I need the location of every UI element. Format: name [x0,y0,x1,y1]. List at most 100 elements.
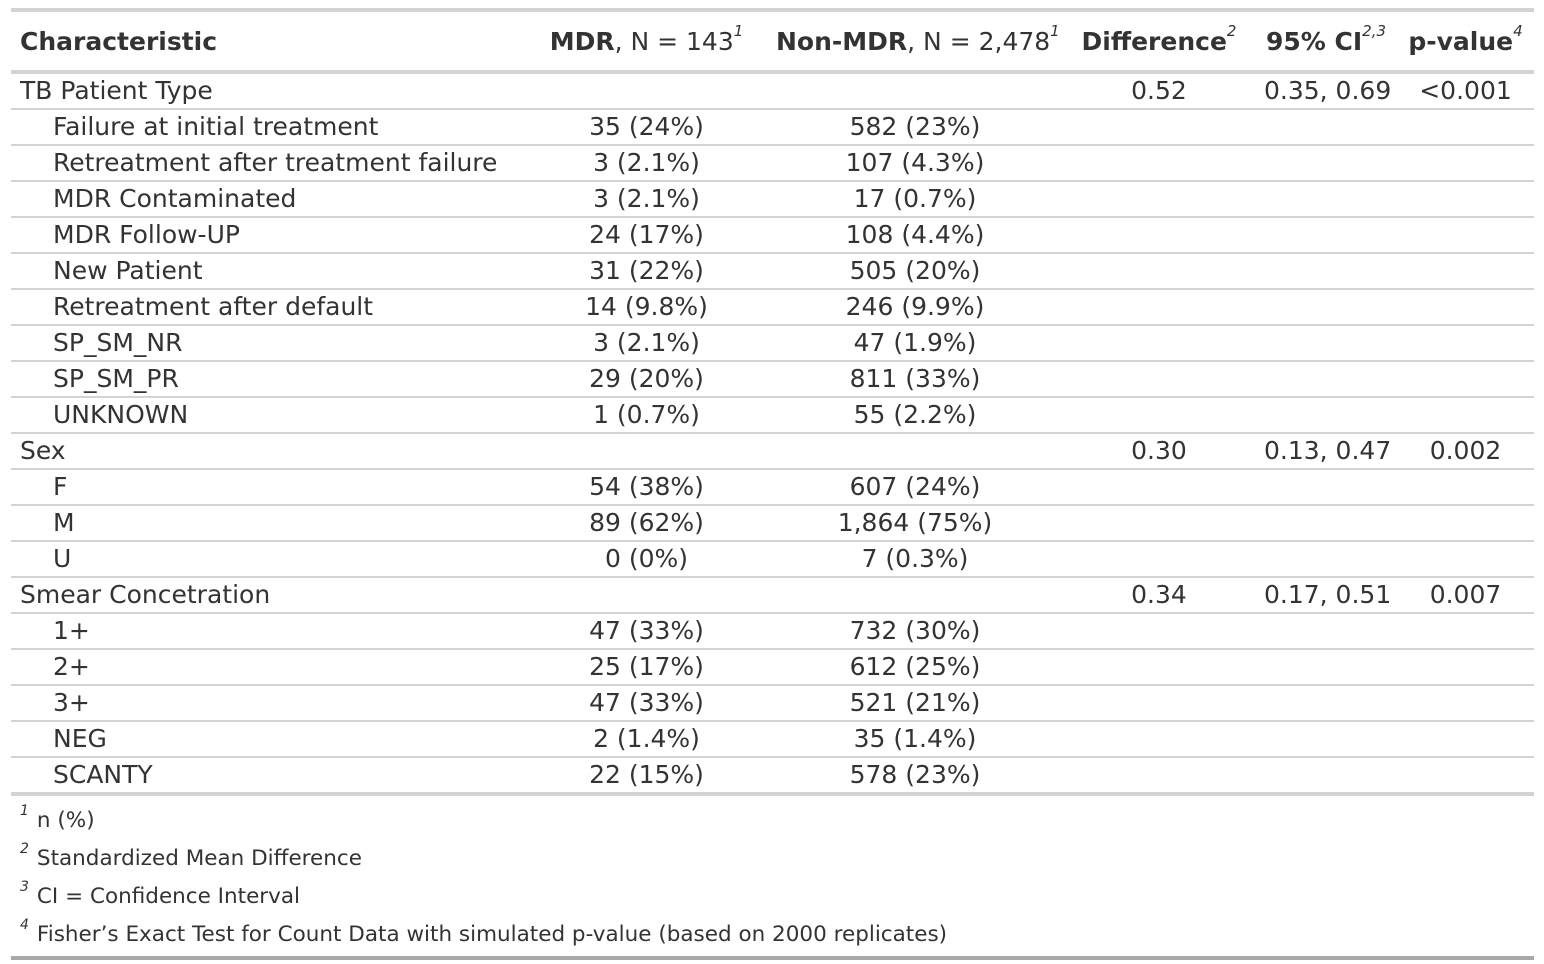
p-value: 0.002 [1397,433,1534,470]
group-label: TB Patient Type [11,72,526,110]
non-mdr-value: 17 (0.7%) [767,181,1063,218]
non-mdr-value: 612 (25%) [767,649,1063,686]
mdr-value [526,433,767,470]
non-mdr-value [767,577,1063,614]
non-mdr-value: 578 (23%) [767,757,1063,796]
row-label: Failure at initial treatment [11,109,526,146]
difference-value [1063,145,1255,182]
mdr-value: 3 (2.1%) [526,325,767,362]
row-label: 2+ [11,649,526,686]
ci-value: 0.35, 0.69 [1255,72,1397,110]
row-label: U [11,541,526,578]
non-mdr-value: 35 (1.4%) [767,721,1063,758]
row-label: SCANTY [11,757,526,796]
header-difference: Difference2 [1081,21,1237,56]
non-mdr-value: 47 (1.9%) [767,325,1063,362]
p-value [1397,613,1534,650]
p-value [1397,253,1534,290]
p-value [1397,325,1534,362]
mdr-value: 1 (0.7%) [526,397,767,434]
difference-value [1063,325,1255,362]
row-label: Retreatment after default [11,289,526,326]
row-label: MDR Contaminated [11,181,526,218]
p-value [1397,721,1534,758]
footnote-text: CI = Confidence Interval [36,884,301,909]
non-mdr-value: 55 (2.2%) [767,397,1063,434]
table-row: NEG 2 (1.4%) 35 (1.4%) [11,721,1534,758]
footnote: 3 CI = Confidence Interval [20,878,1534,916]
non-mdr-value: 108 (4.4%) [767,217,1063,254]
footnote: 4 Fisher’s Exact Test for Count Data with… [20,916,1534,954]
row-label: SP_SM_PR [11,361,526,398]
group-label: Smear Concetration [11,577,526,614]
p-value [1397,649,1534,686]
row-label: Retreatment after treatment failure [11,145,526,182]
header-ci: 95% CI2,3 [1265,21,1387,56]
row-label: SP_SM_NR [11,325,526,362]
table-row: MDR Follow-UP 24 (17%) 108 (4.4%) [11,217,1534,254]
ci-value [1255,289,1397,326]
table-row: F 54 (38%) 607 (24%) [11,469,1534,506]
ci-value [1255,721,1397,758]
ci-value [1255,757,1397,796]
table-row: MDR Contaminated 3 (2.1%) 17 (0.7%) [11,181,1534,218]
ci-value [1255,613,1397,650]
mdr-value: 2 (1.4%) [526,721,767,758]
ci-value [1255,685,1397,722]
mdr-value: 14 (9.8%) [526,289,767,326]
mdr-value: 29 (20%) [526,361,767,398]
table-row: New Patient 31 (22%) 505 (20%) [11,253,1534,290]
non-mdr-value: 246 (9.9%) [767,289,1063,326]
mdr-value: 47 (33%) [526,613,767,650]
difference-value [1063,181,1255,218]
difference-value [1063,217,1255,254]
p-value: <0.001 [1397,72,1534,110]
p-value [1397,505,1534,542]
mdr-value: 31 (22%) [526,253,767,290]
footnote-text: Standardized Mean Difference [36,846,362,871]
ci-value [1255,469,1397,506]
table-row: SCANTY 22 (15%) 578 (23%) [11,757,1534,796]
ci-value: 0.13, 0.47 [1255,433,1397,470]
difference-value [1063,505,1255,542]
row-label: NEG [11,721,526,758]
mdr-value: 25 (17%) [526,649,767,686]
table-row: Retreatment after default 14 (9.8%) 246 (9… [11,289,1534,326]
table-row: 1+ 47 (33%) 732 (30%) [11,613,1534,650]
mdr-value: 3 (2.1%) [526,181,767,218]
difference-value [1063,253,1255,290]
p-value [1397,757,1534,796]
difference-value [1063,361,1255,398]
ci-value [1255,649,1397,686]
difference-value: 0.52 [1063,72,1255,110]
non-mdr-value: 505 (20%) [767,253,1063,290]
difference-value [1063,541,1255,578]
table-row: SP_SM_PR 29 (20%) 811 (33%) [11,361,1534,398]
difference-value: 0.34 [1063,577,1255,614]
mdr-value: 3 (2.1%) [526,145,767,182]
mdr-value: 22 (15%) [526,757,767,796]
mdr-value [526,72,767,110]
summary-table: Characteristic MDR, N = 1431 Non-MDR, N … [11,8,1534,796]
row-label: 3+ [11,685,526,722]
non-mdr-value: 7 (0.3%) [767,541,1063,578]
non-mdr-value: 732 (30%) [767,613,1063,650]
table-row: Sex 0.30 0.13, 0.47 0.002 [11,433,1534,470]
footnote-mark: 1 [733,21,744,40]
mdr-value: 35 (24%) [526,109,767,146]
footnote-mark: 4 [1513,21,1523,40]
header-p-value: p-value4 [1408,21,1523,56]
group-label: Sex [11,433,526,470]
table-body: TB Patient Type 0.52 0.35, 0.69 <0.001 Failu… [11,72,1534,796]
ci-value [1255,541,1397,578]
table-row: UNKNOWN 1 (0.7%) 55 (2.2%) [11,397,1534,434]
footnote: 2 Standardized Mean Difference [20,840,1534,878]
summary-table-container: Characteristic MDR, N = 1431 Non-MDR, N … [11,8,1534,960]
difference-value [1063,757,1255,796]
non-mdr-value: 1,864 (75%) [767,505,1063,542]
difference-value [1063,685,1255,722]
difference-value [1063,397,1255,434]
difference-value [1063,109,1255,146]
p-value [1397,217,1534,254]
footnote-text: n (%) [36,808,95,833]
